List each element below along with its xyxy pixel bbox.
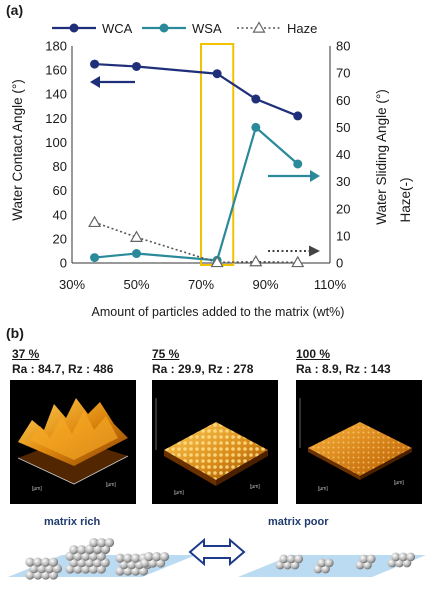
particle <box>317 558 326 567</box>
particle <box>49 558 58 567</box>
data-point-wca <box>251 95 260 104</box>
y-right-tick-label: 10 <box>336 228 350 243</box>
afm-image-37: [µm] [µm] <box>10 380 136 504</box>
legend: WCA WSA Haze <box>52 21 317 36</box>
x-tick-label: 30% <box>59 277 85 292</box>
y-right-tick-label: 80 <box>336 39 350 54</box>
x-tick-label: 110% <box>314 277 347 292</box>
afm-roughness-75: Ra : 29.9, Rz : 278 <box>152 362 253 376</box>
y-right-tick-label: 0 <box>336 256 343 271</box>
data-point-wsa <box>132 249 141 258</box>
afm-image-75: [µm] [µm] <box>152 380 278 504</box>
particle <box>406 552 415 561</box>
series-line-haze <box>95 222 298 262</box>
x-tick-label: 90% <box>252 277 278 292</box>
svg-text:[µm]: [µm] <box>106 482 116 488</box>
legend-label-wsa: WSA <box>192 21 222 36</box>
y-right-tick-label: 30 <box>336 174 350 189</box>
svg-text:[µm]: [µm] <box>32 486 42 492</box>
afm-image-100: [µm] [µm] <box>296 380 422 504</box>
y-left-tick-label: 180 <box>45 39 67 54</box>
afm-percent-100: 100 % <box>296 347 391 361</box>
afm-percent-37: 37 % <box>12 347 113 361</box>
y-axis-left-label: Water Contact Angle (°) <box>10 79 25 220</box>
svg-text:[µm]: [µm] <box>318 486 328 492</box>
particle <box>367 554 376 563</box>
particle-illustration <box>0 525 435 600</box>
y-left-tick-label: 100 <box>45 135 67 150</box>
series-layer <box>89 60 303 267</box>
particle <box>131 554 140 563</box>
data-point-haze <box>89 217 100 227</box>
particle <box>144 552 153 561</box>
y-right-tick-label: 40 <box>336 147 350 162</box>
legend-label-haze: Haze <box>287 21 317 36</box>
afm-percent-75: 75 % <box>152 347 253 361</box>
afm-roughness-100: Ra : 8.9, Rz : 143 <box>296 362 391 376</box>
axes-layer: 0 20 40 60 80 100 120 140 160 180 0 10 20 30 40 50 60 70 8… <box>45 39 350 293</box>
wca-axis-arrow <box>90 76 135 88</box>
double-arrow-icon <box>190 540 244 564</box>
data-point-wca <box>132 62 141 71</box>
legend-marker-wca <box>70 24 79 33</box>
series-line-wca <box>95 64 298 116</box>
x-axis-label: Amount of particles added to the matrix … <box>92 305 345 319</box>
svg-text:[µm]: [µm] <box>250 484 260 490</box>
particle <box>294 554 303 563</box>
y-left-tick-label: 80 <box>53 159 67 174</box>
data-point-wca <box>213 69 222 78</box>
y-axis-right-label-2: Haze(-) <box>398 177 413 222</box>
panel-b-label: (b) <box>6 325 24 341</box>
y-left-tick-label: 40 <box>53 207 67 222</box>
particle <box>359 554 368 563</box>
particle <box>105 538 114 547</box>
y-left-tick-label: 140 <box>45 87 67 102</box>
y-left-tick-label: 120 <box>45 111 67 126</box>
particle <box>123 554 132 563</box>
svg-text:[µm]: [µm] <box>394 480 404 486</box>
y-left-tick-label: 20 <box>53 231 67 246</box>
data-point-wsa <box>251 123 260 132</box>
particle <box>152 552 161 561</box>
particle <box>287 554 296 563</box>
particle <box>391 552 400 561</box>
legend-marker-wsa <box>160 24 169 33</box>
data-point-haze <box>292 257 303 267</box>
y-axis-right-label: Water Sliding Angle (°) <box>374 89 389 224</box>
data-point-wca <box>90 60 99 69</box>
data-point-wsa <box>293 159 302 168</box>
particle <box>399 552 408 561</box>
y-right-tick-label: 50 <box>336 120 350 135</box>
particle <box>279 554 288 563</box>
y-left-tick-label: 60 <box>53 183 67 198</box>
wsa-axis-arrow <box>268 170 320 182</box>
afm-block-37: 37 % Ra : 84.7, Rz : 486 <box>12 347 113 376</box>
y-right-tick-label: 60 <box>336 93 350 108</box>
afm-roughness-37: Ra : 84.7, Rz : 486 <box>12 362 113 376</box>
particle <box>325 558 334 567</box>
y-left-tick-label: 160 <box>45 63 67 78</box>
afm-block-100: 100 % Ra : 8.9, Rz : 143 <box>296 347 391 376</box>
afm-block-75: 75 % Ra : 29.9, Rz : 278 <box>152 347 253 376</box>
data-point-wca <box>293 111 302 120</box>
series-line-wsa <box>95 127 298 260</box>
legend-label-wca: WCA <box>102 21 133 36</box>
x-tick-label: 50% <box>123 277 149 292</box>
haze-axis-arrow <box>268 246 320 257</box>
svg-text:[µm]: [µm] <box>174 490 184 496</box>
y-right-tick-label: 20 <box>336 201 350 216</box>
x-tick-label: 70% <box>188 277 214 292</box>
data-point-wsa <box>90 253 99 262</box>
particle <box>25 558 34 567</box>
particle <box>160 552 169 561</box>
y-right-tick-label: 70 <box>336 66 350 81</box>
dual-axis-line-chart: 0 20 40 60 80 100 120 140 160 180 0 10 20 30 40 50 60 70 8… <box>0 0 435 325</box>
y-left-tick-label: 0 <box>60 256 67 271</box>
